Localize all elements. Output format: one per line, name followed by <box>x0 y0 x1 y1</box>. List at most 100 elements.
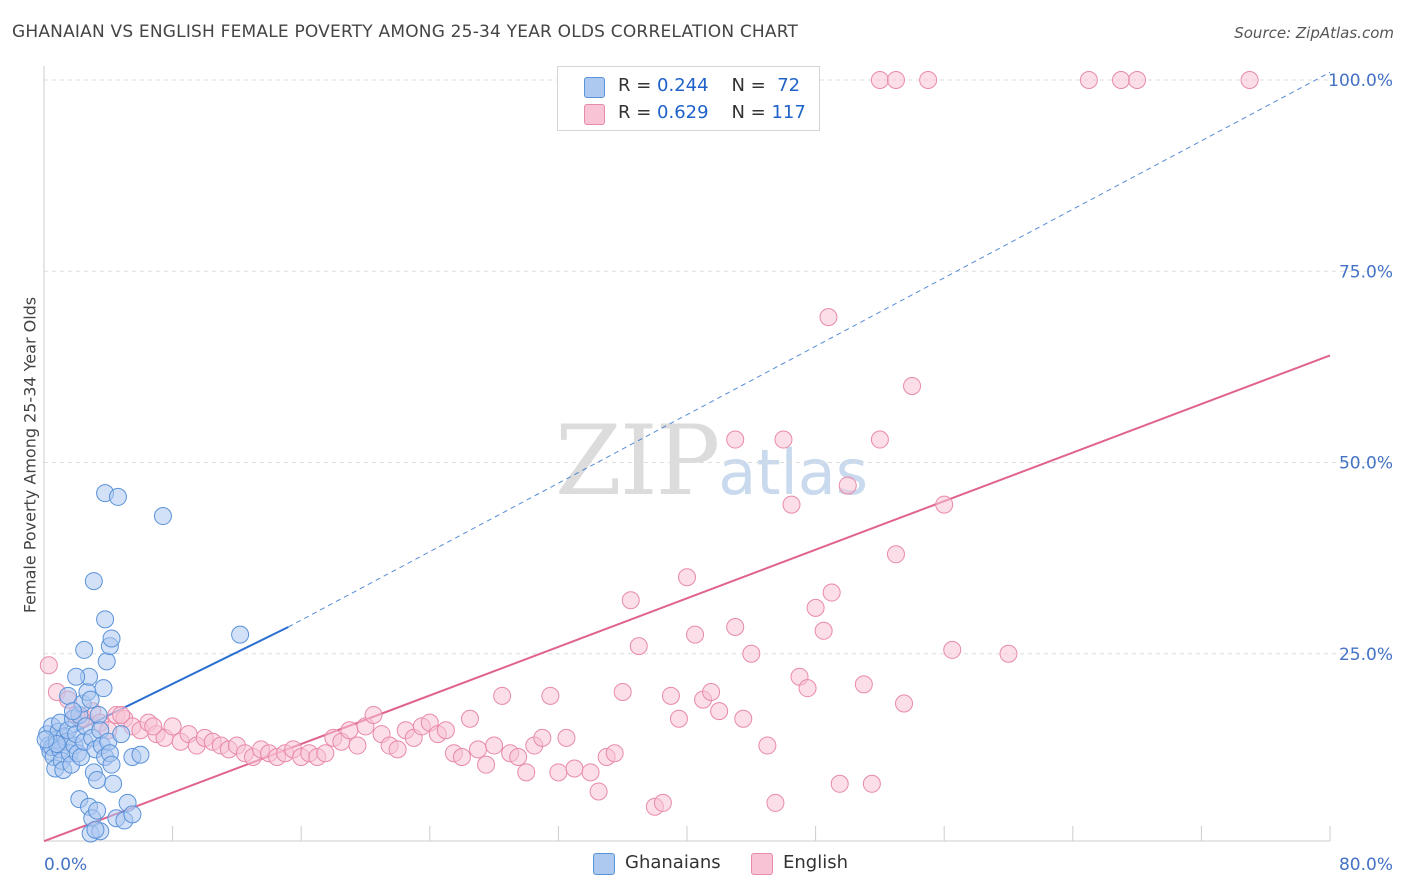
x-tick-label: 0.0% <box>44 855 87 875</box>
ghanaian-point <box>67 667 86 686</box>
ghanaian-point <box>88 801 107 820</box>
english-point <box>806 598 825 617</box>
chart-title: GHANAIAN VS ENGLISH FEMALE POVERTY AMONG… <box>12 22 799 42</box>
english-point <box>629 637 648 656</box>
english-point <box>621 591 640 610</box>
ghanaian-point <box>81 690 100 709</box>
english-point <box>798 679 817 698</box>
ghanaian-point <box>94 679 113 698</box>
n-label: N = <box>731 75 766 96</box>
english-point <box>935 495 954 514</box>
english-point <box>436 721 455 740</box>
ghanaian-point <box>84 572 103 591</box>
chart-source: Source: ZipAtlas.com <box>1234 24 1394 42</box>
english-point <box>774 430 793 449</box>
watermark-zip: ZIP <box>555 405 720 517</box>
english-point <box>509 748 528 767</box>
r-value: 0.244 <box>657 75 709 96</box>
english-point <box>163 717 182 736</box>
english-point <box>999 644 1018 663</box>
english-point <box>364 705 383 724</box>
r-value: 0.629 <box>657 102 709 123</box>
ghanaian-point <box>123 805 142 824</box>
y-tick-label: 25.0% <box>1339 645 1393 665</box>
english-point <box>144 717 163 736</box>
english-point <box>661 686 680 705</box>
ghanaian-point <box>231 625 250 644</box>
trend-layer <box>43 71 1331 843</box>
english-point <box>533 728 552 747</box>
english-point <box>814 621 833 640</box>
english-point <box>819 308 838 327</box>
ghanaian-trend-extension <box>288 71 1331 628</box>
english-point <box>541 686 560 705</box>
english-point <box>822 583 841 602</box>
english-point <box>726 617 745 636</box>
ghanaian-point <box>75 640 94 659</box>
ghanaian-point <box>97 652 116 671</box>
english-point <box>340 721 359 740</box>
english-point <box>39 656 58 675</box>
english-point <box>886 545 905 564</box>
english-point <box>734 709 753 728</box>
ghanaian-point <box>86 820 105 839</box>
english-point <box>1128 71 1147 89</box>
english-trend-line <box>43 354 1331 843</box>
y-tick-label: 50.0% <box>1339 454 1393 474</box>
ghanaian-point <box>96 610 115 629</box>
english-point <box>702 683 721 701</box>
ghanaian-point <box>108 487 127 506</box>
english-point <box>452 748 471 767</box>
english-point <box>870 430 889 449</box>
axis-layer <box>43 66 1331 842</box>
ghanaian-point <box>104 774 123 793</box>
legend-ghanaian-text: R = 0.244 N = 72 <box>618 75 800 96</box>
english-point <box>581 763 600 782</box>
english-point <box>886 71 905 89</box>
english-swatch <box>584 104 605 125</box>
english-point <box>493 686 512 705</box>
english-point <box>686 625 705 644</box>
english-point <box>726 430 745 449</box>
english-point <box>766 793 785 812</box>
y-tick-label: 75.0% <box>1339 262 1393 282</box>
legend-english-text: R = 0.629 N = 117 <box>618 102 806 123</box>
ghanaian-point <box>59 686 78 705</box>
english-point <box>348 736 367 755</box>
tick-labels-layer: 25.0% 50.0% 75.0% 100.0% 0.0% 80.0% <box>44 71 1393 875</box>
english-point <box>316 744 335 763</box>
english-point <box>565 759 584 778</box>
english-point <box>943 640 962 659</box>
ghanaian-point <box>102 755 121 774</box>
stats-legend: R = 0.244 N = 72 R = 0.629 N = 117 <box>557 66 820 131</box>
english-point <box>485 736 504 755</box>
english-point <box>469 740 488 759</box>
english-point <box>669 709 688 728</box>
english-point <box>460 709 479 728</box>
ghanaian-swatch <box>584 77 605 98</box>
english-point <box>1240 71 1259 89</box>
english-legend-swatch <box>751 853 773 875</box>
english-point <box>758 736 777 755</box>
english-point <box>895 694 914 713</box>
english-point <box>589 782 608 801</box>
english-point <box>557 728 576 747</box>
r-label: R = <box>618 102 652 123</box>
ghanaian-point <box>36 730 55 749</box>
english-point <box>653 793 672 812</box>
english-point <box>862 774 881 793</box>
english-label: English <box>783 852 848 873</box>
n-value: 117 <box>771 102 806 123</box>
english-point <box>549 763 568 782</box>
english-point <box>605 744 624 763</box>
english-point <box>710 702 729 721</box>
ghanaians-swatch <box>593 853 615 875</box>
ghanaian-point <box>153 507 172 526</box>
n-label: N = <box>731 102 766 123</box>
english-point <box>1079 71 1098 89</box>
english-point <box>1112 71 1131 89</box>
y-tick-label: 100.0% <box>1328 71 1393 91</box>
points-layer <box>36 71 1259 843</box>
r-label: R = <box>618 75 652 96</box>
ghanaian-point <box>63 702 82 721</box>
